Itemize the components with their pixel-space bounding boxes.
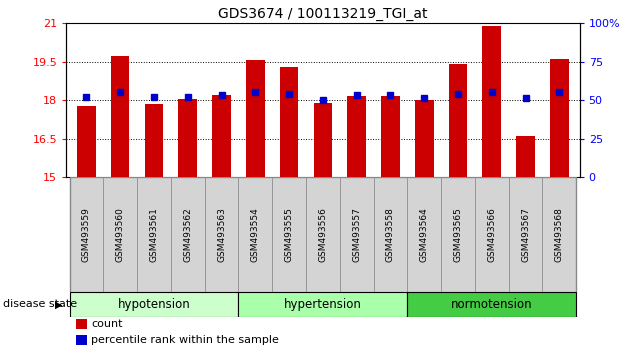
- Bar: [314, 103, 332, 177]
- Bar: [550, 59, 569, 177]
- Text: GSM493555: GSM493555: [285, 207, 294, 262]
- Text: GSM493559: GSM493559: [82, 207, 91, 262]
- Bar: [306, 177, 340, 292]
- Bar: [508, 177, 542, 292]
- Text: GSM493557: GSM493557: [352, 207, 361, 262]
- Text: hypertension: hypertension: [284, 298, 362, 311]
- Text: GSM493565: GSM493565: [454, 207, 462, 262]
- Bar: [408, 177, 441, 292]
- Text: ▶: ▶: [55, 299, 63, 309]
- Bar: [178, 99, 197, 177]
- Title: GDS3674 / 100113219_TGI_at: GDS3674 / 100113219_TGI_at: [218, 7, 428, 21]
- Bar: [137, 177, 171, 292]
- Bar: [408, 292, 576, 317]
- Bar: [238, 177, 272, 292]
- Bar: [516, 136, 535, 177]
- Bar: [145, 104, 163, 177]
- Bar: [483, 25, 501, 177]
- Bar: [205, 177, 238, 292]
- Text: GSM493566: GSM493566: [487, 207, 496, 262]
- Bar: [542, 177, 576, 292]
- Bar: [441, 177, 475, 292]
- Bar: [212, 95, 231, 177]
- Text: GSM493562: GSM493562: [183, 207, 192, 262]
- Bar: [103, 177, 137, 292]
- Text: GSM493567: GSM493567: [521, 207, 530, 262]
- Bar: [347, 96, 366, 177]
- Text: GSM493561: GSM493561: [149, 207, 159, 262]
- Text: GSM493563: GSM493563: [217, 207, 226, 262]
- Bar: [171, 177, 205, 292]
- Text: GSM493568: GSM493568: [555, 207, 564, 262]
- Bar: [238, 292, 408, 317]
- Bar: [246, 60, 265, 177]
- Text: GSM493560: GSM493560: [116, 207, 125, 262]
- Bar: [111, 56, 130, 177]
- Text: hypotension: hypotension: [118, 298, 190, 311]
- Bar: [272, 177, 306, 292]
- Bar: [381, 96, 399, 177]
- Bar: [69, 177, 103, 292]
- Bar: [340, 177, 374, 292]
- Bar: [415, 100, 433, 177]
- Text: disease state: disease state: [3, 299, 77, 309]
- Bar: [475, 177, 508, 292]
- Text: normotension: normotension: [451, 298, 532, 311]
- Text: GSM493556: GSM493556: [318, 207, 328, 262]
- Bar: [374, 177, 408, 292]
- Bar: [449, 64, 467, 177]
- Bar: [77, 107, 96, 177]
- Text: count: count: [91, 319, 123, 329]
- Bar: [280, 67, 299, 177]
- Text: GSM493554: GSM493554: [251, 207, 260, 262]
- Text: GSM493564: GSM493564: [420, 207, 428, 262]
- Text: percentile rank within the sample: percentile rank within the sample: [91, 335, 279, 345]
- Bar: [69, 292, 238, 317]
- Text: GSM493558: GSM493558: [386, 207, 395, 262]
